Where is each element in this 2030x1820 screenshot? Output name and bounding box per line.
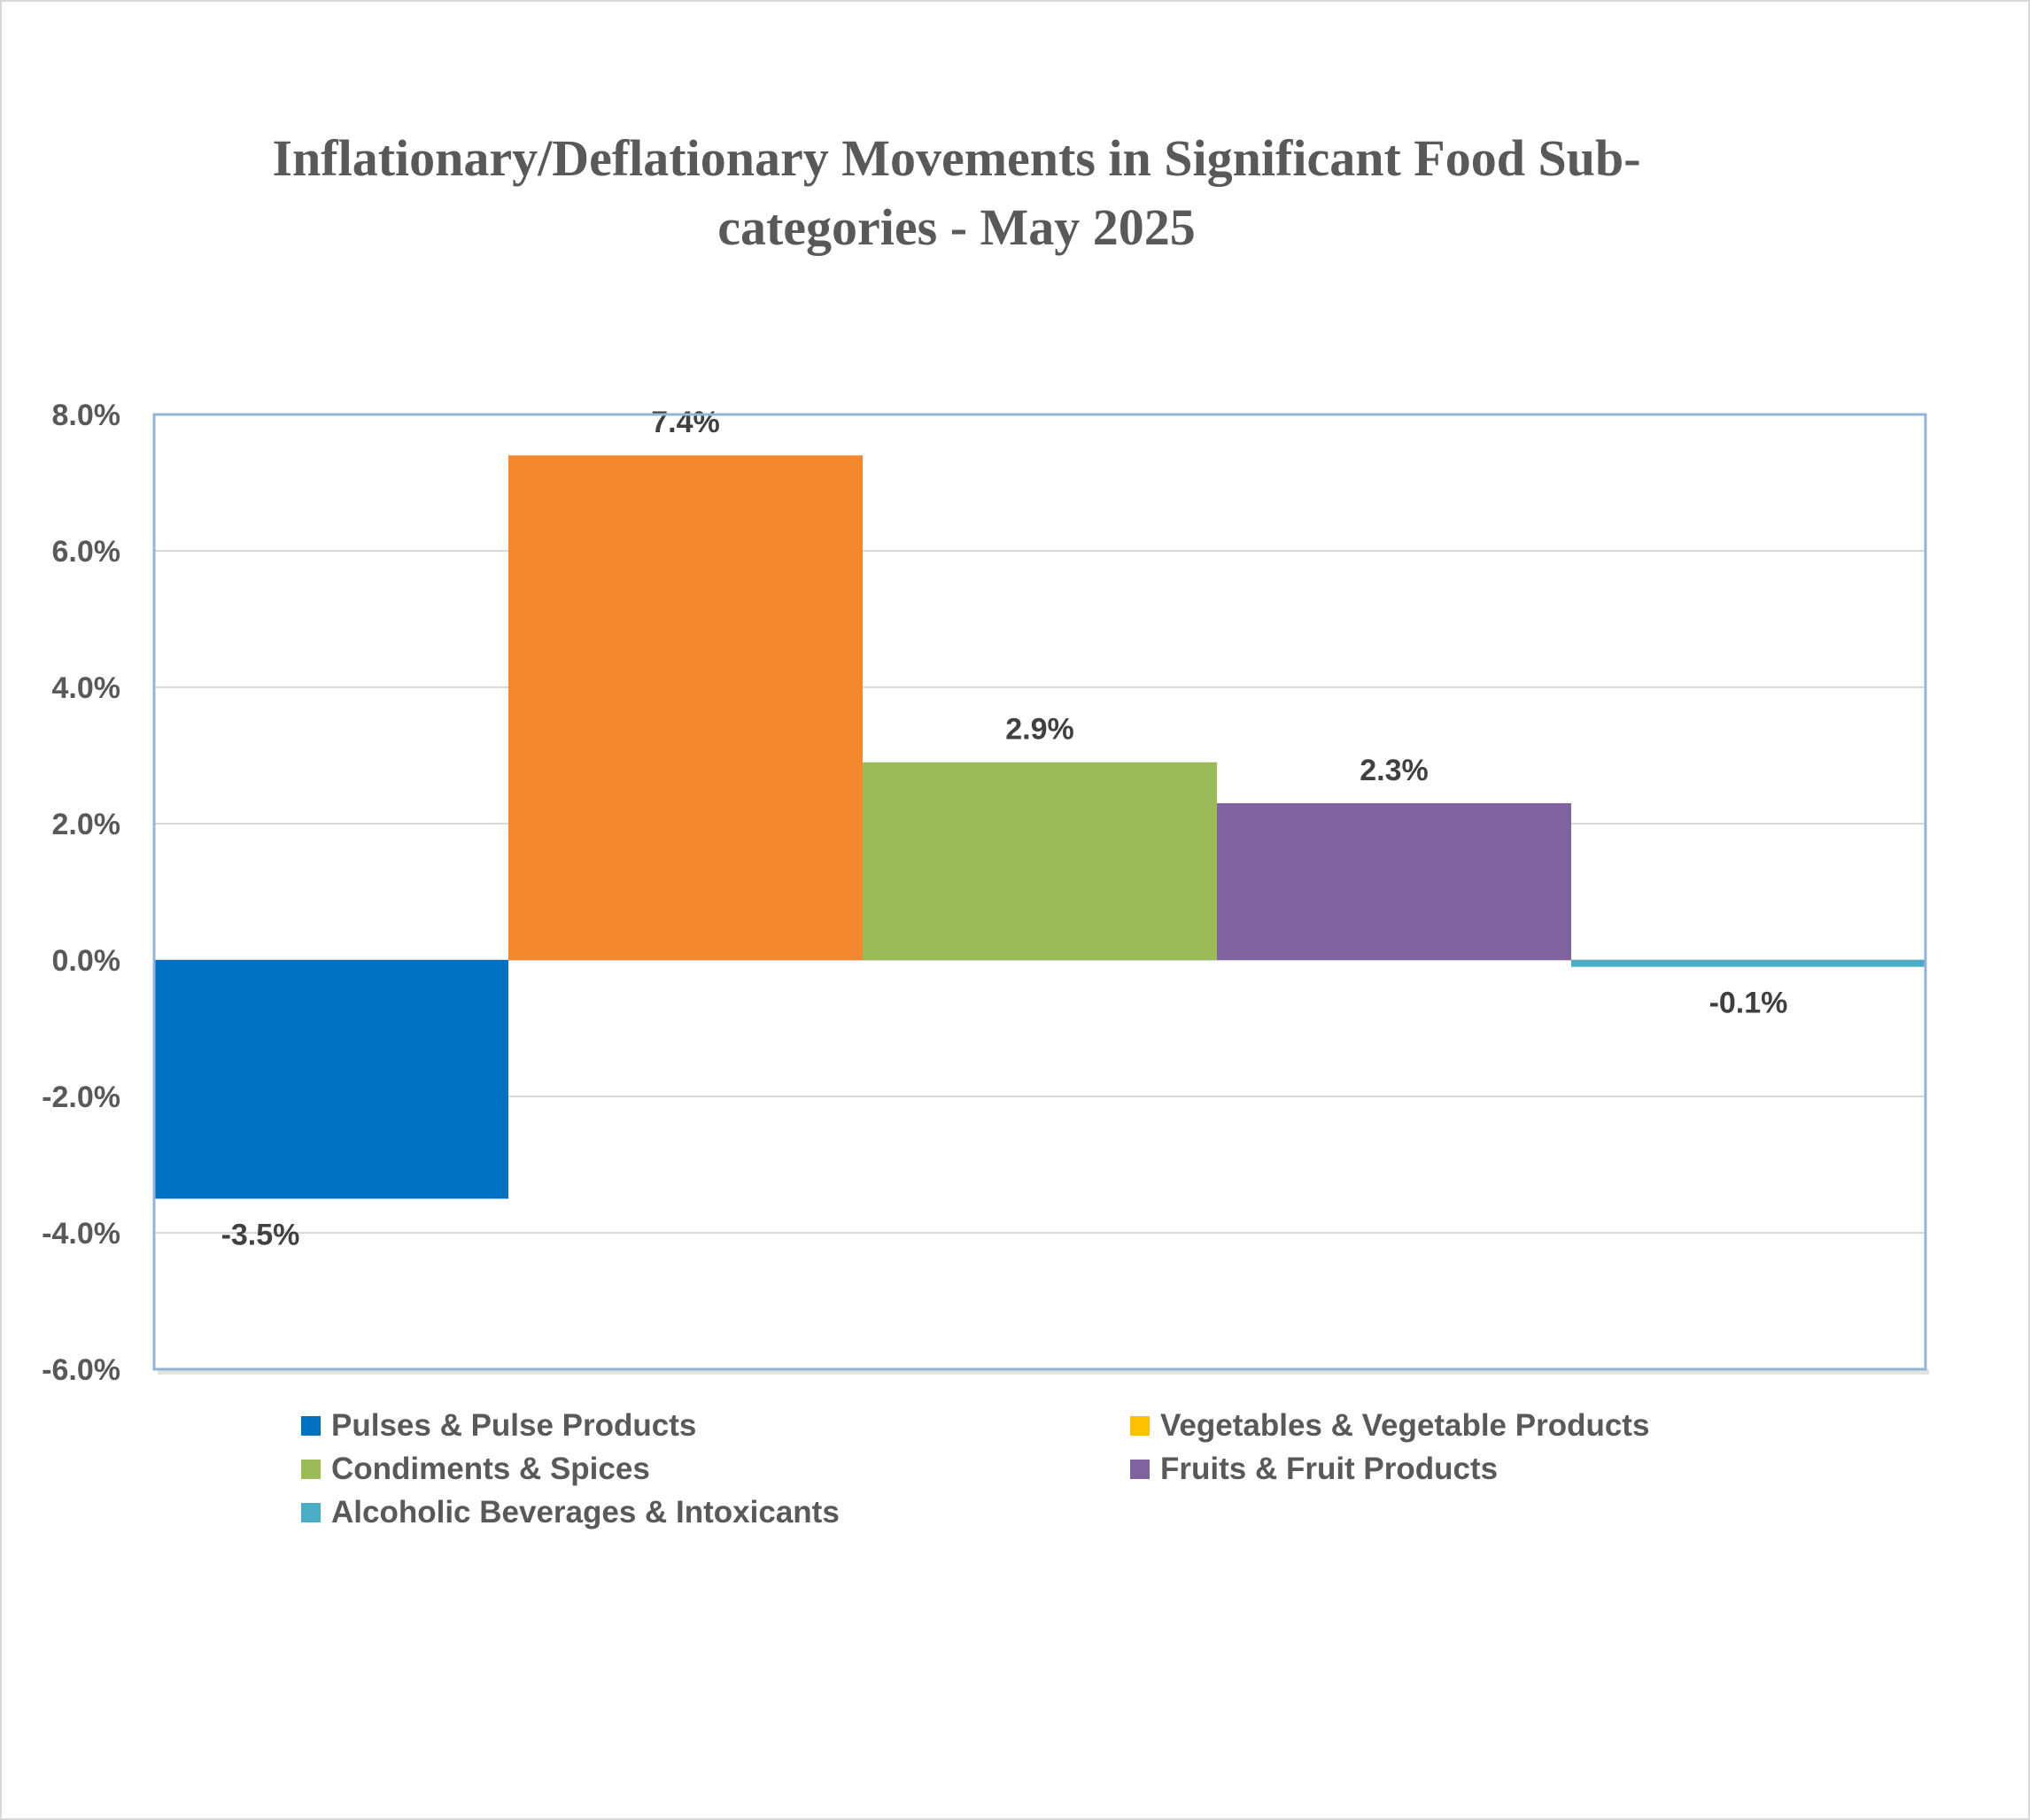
data-label: 2.3% — [1360, 754, 1429, 787]
legend-label: Vegetables & Vegetable Products — [1160, 1408, 1650, 1443]
y-tick-label: -6.0% — [42, 1353, 120, 1387]
legend-label: Alcoholic Beverages & Intoxicants — [331, 1495, 840, 1530]
y-tick-label: 4.0% — [52, 671, 121, 705]
legend-item: Alcoholic Beverages & Intoxicants — [301, 1495, 840, 1530]
plot-area-border — [152, 413, 1927, 1371]
legend-swatch — [301, 1460, 321, 1479]
legend-item: Pulses & Pulse Products — [301, 1408, 696, 1444]
y-tick-label: -2.0% — [42, 1080, 120, 1114]
legend-swatch — [1130, 1460, 1150, 1479]
legend-item: Condiments & Spices — [301, 1452, 650, 1487]
bar-3 — [863, 762, 1217, 960]
data-label: -0.1% — [1709, 987, 1788, 1020]
legend-item: Vegetables & Vegetable Products — [1130, 1408, 1649, 1444]
plot-shadow — [158, 1369, 1929, 1375]
bar-2 — [508, 455, 863, 960]
bar-4 — [1217, 802, 1571, 960]
y-tick-label: -4.0% — [42, 1217, 120, 1251]
y-tick-label: 0.0% — [52, 944, 121, 978]
bar-1 — [154, 960, 508, 1199]
data-label: -3.5% — [221, 1219, 300, 1252]
legend-label: Condiments & Spices — [331, 1452, 650, 1486]
y-tick-label: 2.0% — [52, 808, 121, 841]
chart-title-line-2: categories - May 2025 — [717, 198, 1196, 256]
legend-swatch — [1130, 1416, 1150, 1436]
legend-swatch — [301, 1503, 321, 1522]
y-tick-label: 8.0% — [52, 399, 121, 432]
legend-item: Fruits & Fruit Products — [1130, 1452, 1498, 1487]
legend-label: Fruits & Fruit Products — [1160, 1452, 1499, 1486]
legend-swatch — [301, 1416, 321, 1436]
chart-title: Inflationary/Deflationary Movements in S… — [0, 124, 1913, 262]
data-label: 2.9% — [1005, 713, 1074, 747]
y-tick-label: 6.0% — [52, 535, 121, 569]
bar-5 — [1571, 960, 1925, 967]
legend-label: Pulses & Pulse Products — [331, 1408, 697, 1443]
chart-title-line-1: Inflationary/Deflationary Movements in S… — [272, 129, 1641, 187]
data-label: 7.4% — [651, 406, 720, 439]
